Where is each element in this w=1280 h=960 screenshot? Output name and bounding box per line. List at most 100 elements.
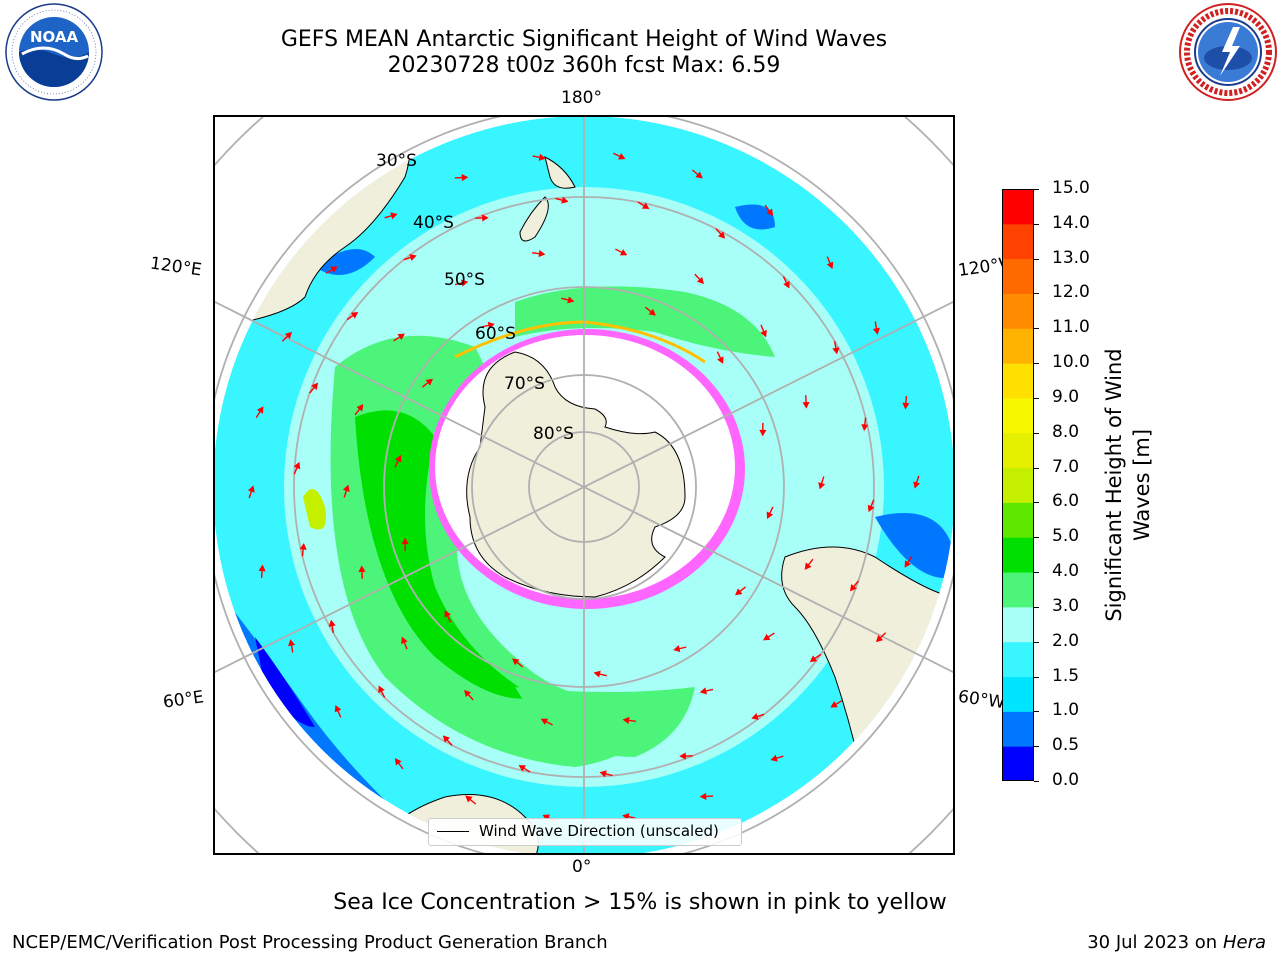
colorbar-tick-label: 1.5	[1052, 665, 1080, 686]
colorbar-segment	[1002, 258, 1034, 294]
wind-wave-arrowhead	[465, 795, 473, 803]
wind-wave-arrowhead	[809, 655, 818, 663]
wind-wave-arrowhead	[567, 296, 575, 304]
wind-wave-arrowhead	[718, 231, 726, 239]
colorbar-tick-mark	[1034, 397, 1039, 399]
colorbar-tick-label: 10.0	[1052, 352, 1090, 373]
wind-wave-arrowhead	[913, 481, 921, 489]
wind-wave-arrowhead	[696, 276, 704, 285]
colorbar-tick-mark	[1034, 676, 1039, 678]
colorbar-tick-label: 4.0	[1052, 561, 1080, 582]
colorbar-tick-mark	[1034, 328, 1039, 330]
wind-wave-arrowhead	[444, 610, 451, 618]
colorbar-segment	[1002, 746, 1034, 781]
colorbar-tick-label: 1.0	[1052, 700, 1080, 721]
chart-title: GEFS MEAN Antarctic Significant Height o…	[280, 27, 888, 52]
footer-date-text: 30 Jul 2023 on	[1087, 932, 1223, 953]
wind-wave-arrowhead	[867, 504, 875, 513]
colorbar-tick-label: 2.0	[1052, 630, 1080, 651]
colorbar-segment	[1002, 711, 1034, 747]
wind-wave-arrowhead	[461, 279, 469, 287]
footer-date: 30 Jul 2023 on Hera	[1087, 932, 1266, 953]
wind-wave-arrowhead	[641, 202, 650, 209]
wind-wave-arrowhead	[464, 689, 472, 698]
wind-wave-arrowhead	[760, 329, 767, 338]
colorbar-label-line1: Significant Height of Wind	[1102, 348, 1126, 622]
colorbar-border	[1002, 189, 1034, 781]
colorbar-tick-mark	[1034, 572, 1039, 574]
wind-wave-arrowhead	[542, 814, 550, 822]
wind-wave-arrowhead	[540, 718, 549, 725]
sea-ice-note: Sea Ice Concentration > 15% is shown in …	[333, 890, 947, 915]
colorbar-tick-label: 14.0	[1052, 212, 1090, 233]
colorbar-segment	[1002, 293, 1034, 329]
wind-wave-arrowhead	[512, 658, 520, 666]
colorbar-tick-label: 3.0	[1052, 595, 1080, 616]
wind-wave-arrowhead	[482, 214, 489, 222]
legend-line-icon	[437, 831, 469, 832]
wind-wave-arrowhead	[409, 254, 417, 261]
colorbar-tick-label: 0.0	[1052, 770, 1080, 790]
wind-wave-arrowhead	[390, 212, 398, 220]
wind-wave-arrowhead	[751, 713, 759, 720]
wind-wave-arrowhead	[599, 770, 607, 778]
colorbar-tick-mark	[1034, 189, 1039, 190]
wind-wave-arrowhead	[818, 482, 826, 490]
wind-wave-arrowhead	[593, 670, 601, 678]
colorbar-tick-label: 12.0	[1052, 282, 1090, 303]
wind-wave-arrowhead	[284, 331, 293, 340]
lon-label-180: 180°	[561, 88, 602, 108]
colorbar-segment	[1002, 502, 1034, 538]
legend-label: Wind Wave Direction (unscaled)	[479, 822, 719, 840]
wind-wave-arrowhead	[673, 645, 681, 653]
wind-wave-arrowhead	[258, 564, 266, 572]
lon-label-0: 0°	[572, 857, 592, 877]
wind-wave-arrowhead	[487, 321, 495, 329]
colorbar-segment	[1002, 397, 1034, 434]
footer-machine: Hera	[1222, 932, 1266, 953]
wind-wave-arrowhead	[802, 401, 810, 409]
colorbar-tick-mark	[1034, 641, 1039, 643]
map-panel	[213, 115, 955, 855]
wind-wave-arrowhead	[401, 537, 409, 545]
colorbar-segment	[1002, 676, 1034, 712]
wind-wave-arrowhead	[538, 250, 546, 258]
wind-wave-arrowhead	[538, 153, 546, 161]
colorbar-tick-mark	[1034, 258, 1039, 260]
wind-wave-arrowhead	[425, 378, 433, 386]
colorbar-tick-mark	[1034, 606, 1039, 608]
noaa-logo-text: NOAA	[30, 28, 79, 46]
lon-label-60w: 60°W	[956, 686, 1007, 714]
wind-wave-arrowhead	[334, 705, 342, 713]
wind-wave-arrowhead	[442, 735, 450, 743]
colorbar-tick-label: 9.0	[1052, 386, 1080, 407]
wind-wave-arrowhead	[830, 701, 838, 708]
colorbar-tick-label: 7.0	[1052, 456, 1080, 477]
colorbar-label: Significant Height of Wind Waves [m]	[1100, 348, 1156, 621]
footer-credit: NCEP/EMC/Verification Post Processing Pr…	[12, 932, 608, 953]
colorbar-tick-mark	[1034, 502, 1039, 504]
lon-label-120e: 120°E	[148, 253, 203, 281]
colorbar-segment	[1002, 572, 1034, 608]
wind-wave-arrowhead	[293, 461, 301, 470]
wind-wave-arrowhead	[770, 754, 778, 762]
colorbar-tick-label: 15.0	[1052, 178, 1090, 198]
wind-wave-arrowhead	[904, 560, 912, 568]
colorbar-segment	[1002, 223, 1034, 260]
wind-wave-arrowhead	[648, 308, 656, 316]
wind-wave-arrowhead	[875, 634, 884, 643]
wind-wave-arrowhead	[759, 429, 767, 437]
chart-subtitle: 20230728 t00z 360h fcst Max: 6.59	[387, 53, 781, 78]
nws-logo-icon	[1179, 3, 1277, 101]
colorbar-tick-mark	[1034, 746, 1039, 748]
colorbar-segment	[1002, 537, 1034, 573]
wind-wave-arrowhead	[358, 565, 366, 573]
colorbar-tick-mark	[1034, 432, 1039, 434]
lat-label-50s: 50°S	[444, 270, 485, 290]
colorbar	[1002, 189, 1034, 781]
wind-wave-arrowhead	[699, 687, 707, 695]
lat-label-80s: 80°S	[533, 424, 574, 444]
colorbar-tick-label: 8.0	[1052, 421, 1080, 442]
colorbar-segment	[1002, 189, 1034, 225]
wind-wave-arrowhead	[861, 424, 869, 431]
